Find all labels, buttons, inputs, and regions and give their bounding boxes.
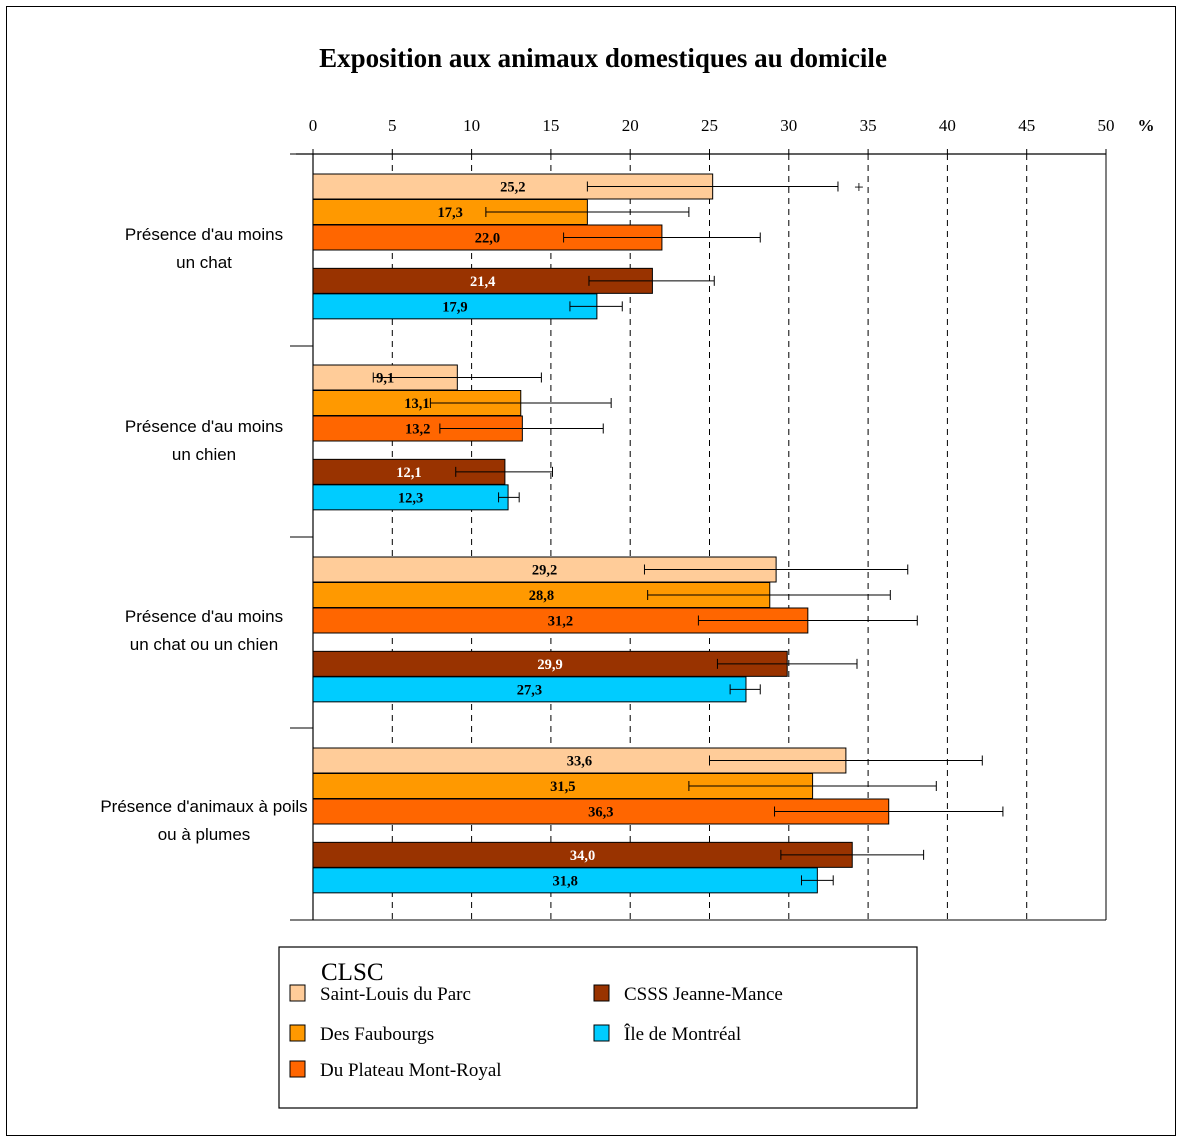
legend-label: Du Plateau Mont-Royal <box>320 1060 502 1081</box>
data-label: 21,4 <box>470 274 495 290</box>
data-label: 12,3 <box>398 490 423 506</box>
x-tick-label: 30 <box>780 116 797 135</box>
data-label: 22,0 <box>475 231 500 247</box>
x-tick-label: 20 <box>622 116 639 135</box>
x-tick-label: 0 <box>309 116 318 135</box>
bar <box>312 484 509 511</box>
chart-title: Exposition aux animaux domestiques au do… <box>319 43 887 73</box>
x-tick-label: 5 <box>388 116 397 135</box>
x-tick-label: 40 <box>939 116 956 135</box>
bar <box>312 293 598 320</box>
data-label: 31,8 <box>552 873 577 889</box>
legend-label: Saint-Louis du Parc <box>320 984 471 1005</box>
x-tick-label: 45 <box>1018 116 1035 135</box>
category-label: Présence d'animaux à poils ou à plumes <box>100 797 307 844</box>
data-label: 33,6 <box>567 754 592 770</box>
x-tick-label: 35 <box>860 116 877 135</box>
data-label: 9,1 <box>376 371 394 387</box>
data-label: 12,1 <box>396 465 421 481</box>
axes: 0 5 10 15 20 25 30 35 40 45 50 <box>290 116 1115 921</box>
error-bars <box>372 181 1004 886</box>
bars <box>312 173 890 894</box>
legend: CLSC Saint-Louis du Parc Des Faubourgs Du … <box>278 946 918 1109</box>
data-label: 31,5 <box>550 779 575 795</box>
data-label: 29,9 <box>537 657 562 673</box>
x-axis-unit-label: % <box>1138 116 1155 135</box>
bar <box>312 841 853 868</box>
category-label: Présence d'au moins un chien <box>125 417 283 464</box>
legend-swatch <box>593 984 610 1002</box>
annotation: + <box>854 178 864 197</box>
legend-title: CLSC <box>321 959 384 986</box>
x-tick-label: 10 <box>463 116 480 135</box>
legend-swatch <box>289 1024 306 1042</box>
x-tick-label: 25 <box>701 116 718 135</box>
x-tick-label: 15 <box>542 116 559 135</box>
legend-swatch <box>593 1024 610 1042</box>
x-tick-label: 50 <box>1098 116 1115 135</box>
data-label: 27,3 <box>517 682 542 698</box>
bar <box>312 867 818 894</box>
bar <box>312 676 747 703</box>
chart-frame <box>6 6 1176 1136</box>
data-label: 25,2 <box>500 180 525 196</box>
data-label: 13,1 <box>404 396 429 412</box>
data-label: 29,2 <box>532 563 557 579</box>
legend-label: Des Faubourgs <box>320 1024 434 1045</box>
category-label: Présence d'au moins un chat <box>125 225 283 272</box>
data-label: 31,2 <box>548 614 573 630</box>
data-label: 36,3 <box>588 805 613 821</box>
data-label: 17,3 <box>438 205 463 221</box>
category-labels: Présence d'au moins un chat Présence d'au … <box>100 225 307 844</box>
data-label: 13,2 <box>405 422 430 438</box>
legend-label: Île de Montréal <box>624 1023 741 1045</box>
legend-swatch <box>289 984 306 1002</box>
data-label: 28,8 <box>529 588 554 604</box>
legend-label: CSSS Jeanne-Mance <box>624 984 783 1005</box>
data-label: 34,0 <box>570 848 595 864</box>
legend-swatch <box>289 1060 306 1078</box>
data-label: 17,9 <box>442 299 467 315</box>
category-label: Présence d'au moins un chat ou un chien <box>125 607 283 654</box>
data-labels: 25,2 17,3 22,0 21,417,9 9,1 13,1 13,2 12,1 12,3 2… <box>376 178 864 890</box>
